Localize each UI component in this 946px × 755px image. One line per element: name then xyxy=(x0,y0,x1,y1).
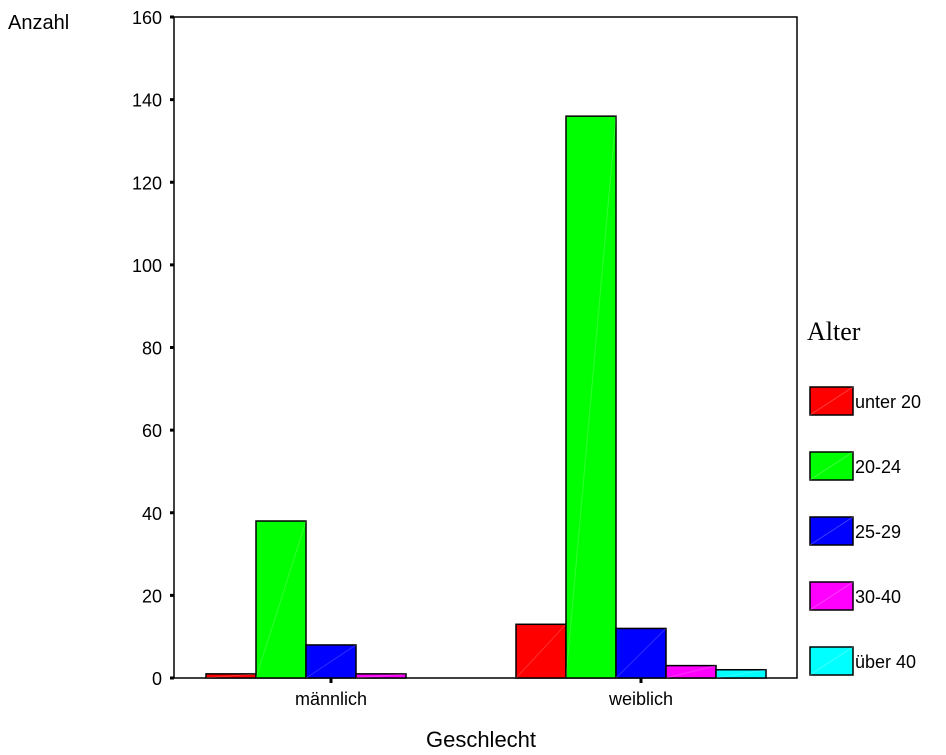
bar-shade-line xyxy=(515,623,567,679)
x-tick-label: männlich xyxy=(295,689,367,709)
legend-swatch xyxy=(809,516,854,546)
legend-swatch-shade xyxy=(809,516,854,546)
y-tick-label: 100 xyxy=(132,256,162,276)
bar xyxy=(355,673,407,679)
legend-label: 30-40 xyxy=(855,587,901,607)
y-axis-label: Anzahl xyxy=(8,12,69,34)
legend-swatch xyxy=(809,581,854,611)
bar xyxy=(305,644,357,679)
legend-swatch xyxy=(809,646,854,676)
x-tick-label: weiblich xyxy=(608,689,673,709)
bar-shade-line xyxy=(305,644,357,679)
x-axis: männlich weiblich xyxy=(295,678,673,709)
legend-swatch-shade xyxy=(809,581,854,611)
y-tick-label: 40 xyxy=(142,504,162,524)
legend-label: unter 20 xyxy=(855,392,921,412)
y-tick-label: 160 xyxy=(132,8,162,28)
legend-swatch-shade xyxy=(809,386,854,416)
bar xyxy=(715,668,767,679)
bar-shade-line xyxy=(715,669,767,679)
y-tick-label: 120 xyxy=(132,173,162,193)
bar-shade-line xyxy=(355,673,407,679)
legend-label: über 40 xyxy=(855,652,916,672)
bar-shade-line xyxy=(565,116,617,679)
y-tick-label: 20 xyxy=(142,586,162,606)
legend: Alter unter 20 20-24 25-29 30-40 über 40 xyxy=(807,317,921,676)
bar-shade-line xyxy=(205,673,257,679)
bar-shade-line xyxy=(255,520,307,679)
y-tick-label: 140 xyxy=(132,91,162,111)
bar xyxy=(565,115,617,679)
x-axis-label: Geschlecht xyxy=(426,727,536,752)
bar-shade-line xyxy=(615,628,667,679)
y-tick-label: 0 xyxy=(152,669,162,689)
legend-swatch-shade xyxy=(809,451,854,481)
legend-label: 25-29 xyxy=(855,522,901,542)
legend-label: 20-24 xyxy=(855,457,901,477)
legend-swatch xyxy=(809,386,854,416)
bars-group xyxy=(205,115,767,679)
y-axis: 160 140 120 100 80 60 40 20 0 xyxy=(132,8,174,689)
y-tick-label: 60 xyxy=(142,421,162,441)
bar xyxy=(255,520,307,679)
bar xyxy=(615,627,667,679)
legend-swatch xyxy=(809,451,854,481)
legend-title: Alter xyxy=(807,317,861,346)
y-tick-label: 80 xyxy=(142,339,162,359)
bar xyxy=(515,623,567,679)
legend-swatch-shade xyxy=(809,646,854,676)
bar-shade-line xyxy=(665,665,717,679)
